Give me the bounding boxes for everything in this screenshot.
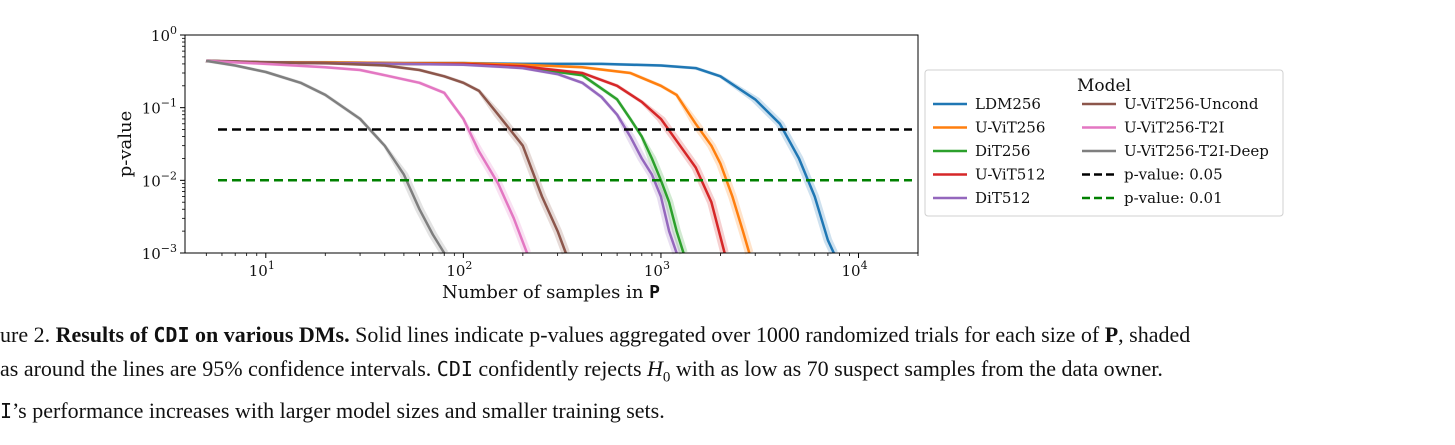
legend-label-u-vit512: U-ViT512 <box>975 166 1045 184</box>
caption-prefix: ure 2. <box>0 322 56 347</box>
series-line-u-vit256-t2i-deep <box>206 59 446 254</box>
legend-label-dit256: DiT256 <box>975 142 1030 160</box>
legend-label-p-value-0-01: p-value: 0.01 <box>1124 189 1223 207</box>
x-axis-label: Number of samples in P <box>442 282 660 303</box>
x-tick-label: 102 <box>446 259 472 280</box>
confidence-bands <box>205 59 838 255</box>
band-u-vit256-t2i-deep <box>205 59 449 255</box>
caption-body-2a: as around the lines are 95% confidence i… <box>0 356 437 381</box>
caption-cdi-3: I <box>0 399 13 424</box>
x-tick-label: 101 <box>249 259 275 280</box>
legend-items: LDM256 U-ViT256 DiT256 U-ViT512 DiT512 U-ViT2… <box>933 95 1269 207</box>
x-tick-label: 103 <box>644 259 670 280</box>
legend-label-ldm256: LDM256 <box>975 95 1041 113</box>
y-axis-label: p-value <box>115 111 136 178</box>
caption-bold-b: on various DMs. <box>189 322 350 347</box>
band-dit256 <box>205 59 688 255</box>
y-tick-label: 100 <box>151 24 177 45</box>
legend-label-p-value-0-05: p-value: 0.05 <box>1124 166 1223 184</box>
y-tick-label: 10−1 <box>142 97 177 118</box>
legend-label-u-vit256: U-ViT256 <box>975 119 1045 137</box>
x-axis-label-bold: P <box>649 282 660 303</box>
legend-label-u-vit256-t2i: U-ViT256-T2I <box>1124 119 1224 137</box>
legend-label-u-vit256-t2i-deep: U-ViT256-T2I-Deep <box>1124 142 1269 160</box>
series-line-u-vit512 <box>206 59 726 254</box>
y-axis-ticks: 10−3 10−2 10−1 100 <box>142 24 185 263</box>
series-lines <box>206 59 912 254</box>
x-axis-label-text: Number of samples in <box>442 282 644 303</box>
caption-body-1: Solid lines indicate p-values aggregated… <box>349 322 1105 347</box>
caption-bold-a: Results of <box>55 322 154 347</box>
y-tick-label: 10−2 <box>142 169 177 190</box>
caption-bold-cdi: CDI <box>153 323 190 347</box>
caption-h: H <box>647 356 663 381</box>
legend-label-dit512: DiT512 <box>975 189 1030 207</box>
series-line-dit256 <box>206 59 685 254</box>
caption-h-sub: 0 <box>662 369 671 386</box>
caption-bold-p: P <box>1104 322 1119 347</box>
caption-line-1: ure 2. Results of CDI on various DMs. So… <box>0 318 1455 352</box>
series-line-u-vit256-t2i <box>206 59 529 254</box>
caption-body-2b: confidently rejects <box>472 356 648 381</box>
y-tick-label: 10−3 <box>142 242 177 263</box>
caption-body-2c: with as low as 70 suspect samples from t… <box>670 356 1163 381</box>
caption-end-1: , shaded <box>1118 322 1191 347</box>
figure-caption: ure 2. Results of CDI on various DMs. So… <box>0 318 1455 428</box>
series-line-u-vit256-uncond <box>206 59 567 254</box>
legend: Model LDM256 U-ViT256 DiT256 U-ViT512 DiT512… <box>924 69 1284 217</box>
caption-line-3: I’s performance increases with larger mo… <box>0 394 1455 428</box>
x-tick-label: 104 <box>841 259 867 280</box>
legend-box <box>924 69 1284 217</box>
chart: 101 102 103 104 10−3 10−2 10−1 100 Number of s… <box>115 24 1284 303</box>
band-dit512 <box>205 59 681 255</box>
caption-body-3: ’s performance increases with larger mod… <box>12 398 665 424</box>
legend-title: Model <box>1077 76 1131 96</box>
legend-label-u-vit256-uncond: U-ViT256-Uncond <box>1124 95 1259 113</box>
caption-line-2: as around the lines are 95% confidence i… <box>0 352 1455 394</box>
plot-frame <box>184 34 919 254</box>
caption-cdi-2: CDI <box>436 357 473 381</box>
x-axis-ticks: 101 102 103 104 <box>205 253 919 280</box>
